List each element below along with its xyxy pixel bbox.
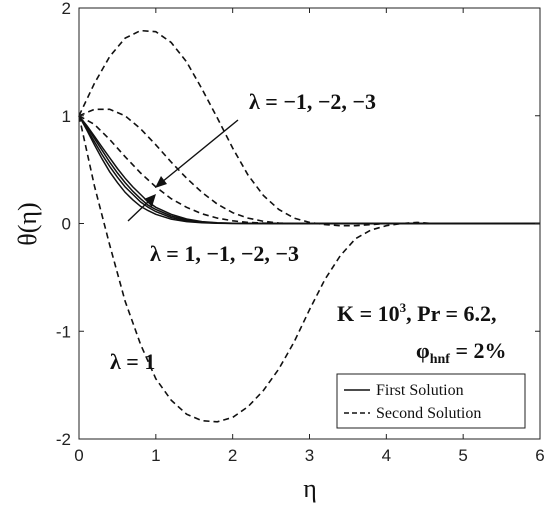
annotation-arrow-middle-head bbox=[144, 194, 156, 207]
annotation-params-line2: φhnf = 2% bbox=[416, 338, 507, 367]
x-tick-label: 3 bbox=[305, 446, 314, 465]
second-solution-line-7 bbox=[78, 115, 540, 225]
y-tick-label: -2 bbox=[56, 430, 71, 449]
y-tick-label: -1 bbox=[56, 322, 71, 341]
annotation-params-line1: K = 103, Pr = 6.2, bbox=[337, 300, 497, 326]
y-tick-label: 0 bbox=[62, 215, 71, 234]
second-solution-line-4 bbox=[78, 115, 540, 423]
curves-layer bbox=[78, 29, 540, 423]
x-tick-label: 0 bbox=[74, 446, 83, 465]
annotation-middle: λ = 1, −1, −2, −3 bbox=[150, 241, 299, 266]
y-ticks: 2 1 0 -1 -2 bbox=[56, 0, 540, 449]
x-tick-label: 6 bbox=[535, 446, 544, 465]
x-tick-label: 1 bbox=[151, 446, 160, 465]
y-tick-label: 2 bbox=[62, 0, 71, 18]
legend-label-second: Second Solution bbox=[376, 405, 481, 422]
x-tick-label: 5 bbox=[458, 446, 467, 465]
y-tick-label: 1 bbox=[62, 107, 71, 126]
annotation-arrow-middle bbox=[127, 199, 151, 222]
x-tick-label: 4 bbox=[382, 446, 391, 465]
x-ticks: 0 1 2 3 4 5 6 bbox=[74, 8, 545, 465]
x-tick-label: 2 bbox=[228, 446, 237, 465]
legend-label-first: First Solution bbox=[376, 382, 464, 399]
annotation-bottom: λ = 1 bbox=[110, 349, 155, 374]
legend: First Solution Second Solution bbox=[336, 373, 526, 429]
x-axis-label: η bbox=[303, 474, 317, 503]
legend-box bbox=[336, 373, 526, 429]
annotation-arrow-top-head bbox=[155, 176, 167, 188]
annotation-top: λ = −1, −2, −3 bbox=[249, 89, 376, 114]
y-axis-label: θ(η) bbox=[13, 202, 42, 245]
annotation-arrow-top bbox=[161, 119, 239, 183]
second-solution-line-6 bbox=[78, 108, 540, 225]
